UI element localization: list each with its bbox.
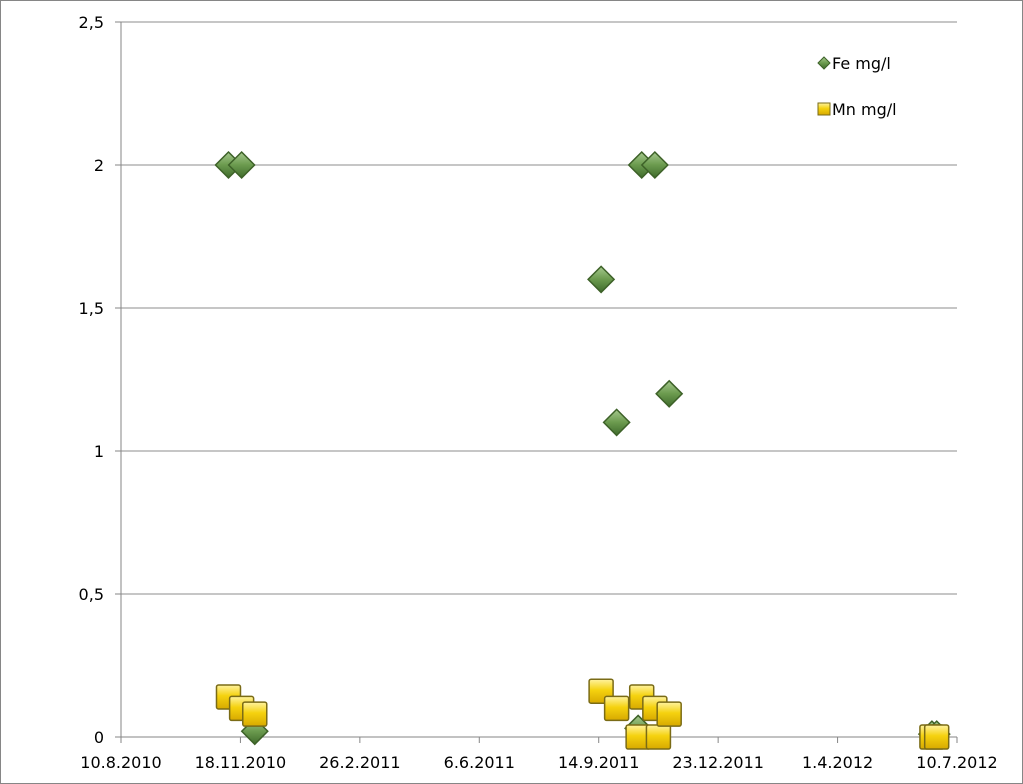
fe-point bbox=[587, 265, 616, 294]
y-tick-label: 1 bbox=[94, 442, 104, 461]
fe-point bbox=[640, 150, 669, 180]
data-points bbox=[214, 150, 951, 750]
x-tick-label: 14.9.2011 bbox=[558, 753, 639, 772]
x-tick-label: 1.4.2012 bbox=[802, 753, 873, 772]
mn-point bbox=[645, 724, 672, 750]
y-tick-label: 1,5 bbox=[79, 299, 104, 318]
mn-point bbox=[603, 695, 630, 722]
fe-point bbox=[655, 379, 684, 408]
legend-label: Mn mg/l bbox=[832, 100, 897, 119]
legend: Fe mg/l Mn mg/l bbox=[817, 54, 897, 119]
x-tick-label: 10.7.2012 bbox=[916, 753, 997, 772]
x-tick-label: 18.11.2010 bbox=[195, 753, 287, 772]
x-tick-label: 10.8.2010 bbox=[80, 753, 161, 772]
mn-point bbox=[923, 724, 950, 750]
y-tick-label: 2,5 bbox=[79, 13, 104, 32]
mn-point bbox=[242, 701, 268, 727]
x-axis-tick-labels: 10.8.2010 18.11.2010 26.2.2011 6.6.2011 14.9… bbox=[80, 753, 997, 772]
fe-point bbox=[227, 150, 256, 180]
y-tick-label: 0,5 bbox=[79, 585, 104, 604]
gridlines bbox=[121, 21, 957, 595]
legend-label: Fe mg/l bbox=[832, 54, 891, 73]
x-tick-label: 26.2.2011 bbox=[319, 753, 400, 772]
legend-mn-marker bbox=[817, 102, 831, 116]
mn-point bbox=[656, 701, 682, 727]
x-tick-label: 23.12.2011 bbox=[672, 753, 764, 772]
y-tick-label: 0 bbox=[94, 728, 104, 747]
legend-fe-marker bbox=[817, 56, 831, 70]
y-axis-tick-labels: 0 0,5 1 1,5 2 2,5 bbox=[79, 13, 104, 747]
y-tick-label: 2 bbox=[94, 156, 104, 175]
x-tick-label: 6.6.2011 bbox=[444, 753, 515, 772]
fe-point bbox=[602, 408, 631, 437]
axes bbox=[115, 21, 958, 743]
